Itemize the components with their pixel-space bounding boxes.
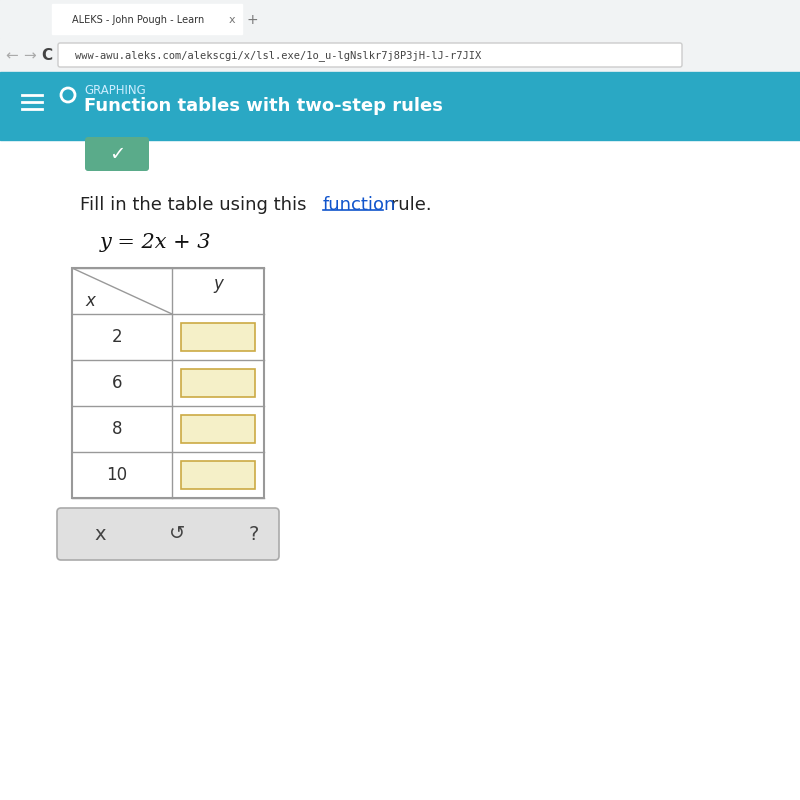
Text: x: x <box>94 525 106 543</box>
Text: C: C <box>42 49 53 63</box>
Text: 10: 10 <box>106 466 127 484</box>
Text: Fill in the table using this: Fill in the table using this <box>80 196 312 214</box>
Text: ←: ← <box>6 49 18 63</box>
Text: www-awu.aleks.com/alekscgi/x/lsl.exe/1o_u-lgNslkr7j8P3jH-lJ-r7JIX: www-awu.aleks.com/alekscgi/x/lsl.exe/1o_… <box>75 50 482 62</box>
FancyBboxPatch shape <box>57 508 279 560</box>
FancyBboxPatch shape <box>85 137 149 171</box>
Text: 6: 6 <box>112 374 122 392</box>
Text: 8: 8 <box>112 420 122 438</box>
Text: ↺: ↺ <box>169 525 185 543</box>
Text: ALEKS - John Pough - Learn: ALEKS - John Pough - Learn <box>72 15 204 25</box>
Text: rule.: rule. <box>385 196 432 214</box>
Text: y: y <box>213 275 223 293</box>
Text: ✓: ✓ <box>109 145 125 163</box>
Text: y = 2x + 3: y = 2x + 3 <box>100 233 211 251</box>
Bar <box>0 72 800 140</box>
Text: x: x <box>229 15 235 25</box>
Bar <box>0 0 800 38</box>
Bar <box>181 461 255 489</box>
Bar <box>181 369 255 397</box>
Bar <box>181 415 255 443</box>
Bar <box>52 4 242 34</box>
Bar <box>181 323 255 351</box>
Bar <box>0 38 800 72</box>
Text: Function tables with two-step rules: Function tables with two-step rules <box>84 97 443 115</box>
Text: +: + <box>246 13 258 27</box>
Bar <box>72 268 264 498</box>
Text: ?: ? <box>249 525 259 543</box>
Text: 2: 2 <box>112 328 122 346</box>
Text: x: x <box>85 292 95 310</box>
FancyBboxPatch shape <box>58 43 682 67</box>
Text: GRAPHING: GRAPHING <box>84 83 146 97</box>
Text: →: → <box>24 49 36 63</box>
Text: function: function <box>323 196 396 214</box>
